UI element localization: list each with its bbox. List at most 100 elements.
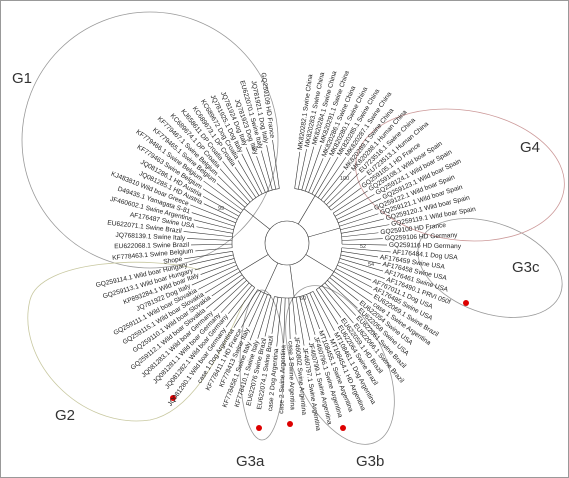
- branch: [306, 294, 320, 330]
- group-label: G4: [520, 139, 540, 156]
- branch: [328, 175, 367, 208]
- branch: [330, 187, 362, 211]
- branch: [256, 156, 270, 192]
- bootstrap-value: 60: [300, 296, 306, 302]
- branch: [243, 208, 270, 230]
- group-label: G3b: [356, 453, 384, 470]
- branch: [336, 198, 382, 220]
- branch: [292, 297, 297, 335]
- group-label: G2: [55, 407, 75, 424]
- branch: [234, 166, 257, 198]
- branch: [321, 285, 354, 324]
- case-marker: [287, 421, 293, 427]
- branch: [205, 277, 245, 309]
- branch: [304, 144, 322, 192]
- branch: [341, 232, 379, 238]
- branch: [289, 264, 295, 298]
- branch: [335, 268, 373, 288]
- bootstrap-value: 54: [368, 262, 374, 268]
- branch: [302, 295, 316, 335]
- branch: [219, 168, 251, 203]
- branch: [211, 274, 243, 297]
- branch: [241, 291, 262, 328]
- bootstrap-value: 67: [252, 146, 258, 152]
- leaf-label: case 2 Swine Argentina: [278, 345, 287, 414]
- branch: [341, 251, 378, 258]
- branch: [266, 145, 277, 190]
- bootstrap-value: 52: [360, 244, 366, 250]
- branch: [196, 226, 233, 234]
- leaf-label: case 3 Swine Argentina: [286, 341, 295, 410]
- branch: [297, 195, 316, 225]
- branch: [315, 289, 339, 325]
- branch: [191, 243, 233, 246]
- case-marker: [170, 395, 176, 401]
- branch: [329, 277, 359, 302]
- branch: [241, 153, 263, 195]
- clade-g4: [355, 108, 565, 242]
- branch: [276, 297, 282, 347]
- branch: [204, 271, 241, 294]
- branch: [189, 254, 234, 265]
- branch: [260, 150, 273, 191]
- root-circle: [264, 220, 310, 266]
- branch: [271, 297, 279, 334]
- branch: [333, 271, 373, 296]
- branch: [220, 282, 250, 313]
- clade-g3c: [417, 218, 563, 318]
- branch: [257, 295, 272, 339]
- branch: [308, 227, 340, 238]
- branch: [314, 156, 339, 196]
- branch: [297, 148, 307, 190]
- branch: [341, 238, 383, 241]
- leaf-label: Shope: [163, 256, 183, 266]
- branch: [216, 183, 246, 208]
- branch: [308, 158, 324, 193]
- branch: [340, 254, 381, 265]
- branch: [228, 285, 253, 314]
- branch: [193, 219, 234, 231]
- branch: [295, 297, 305, 346]
- branch: [338, 208, 373, 224]
- branch: [338, 261, 385, 279]
- case-marker: [463, 300, 469, 306]
- group-label: G1: [12, 70, 32, 87]
- branch: [195, 247, 233, 252]
- branches: [183, 139, 391, 347]
- leaf-label: EU622068.1 Swine Brazil: [114, 242, 189, 251]
- branch: [312, 291, 335, 332]
- branch: [294, 151, 301, 189]
- branch: [194, 258, 235, 271]
- branch: [319, 287, 342, 318]
- branch: [245, 147, 266, 193]
- branch: [309, 292, 331, 338]
- branch: [283, 297, 286, 343]
- clade-g1: [21, 11, 279, 269]
- branch: [288, 297, 291, 339]
- branch: [249, 294, 268, 341]
- branch: [202, 188, 241, 214]
- branch: [326, 173, 359, 205]
- branch: [213, 280, 247, 312]
- bootstrap-value: 99: [218, 206, 224, 212]
- branch: [191, 212, 235, 227]
- branch: [323, 171, 352, 203]
- branch: [305, 254, 335, 272]
- branch: [233, 289, 259, 328]
- branch: [183, 231, 233, 238]
- branch: [320, 170, 345, 200]
- branch: [190, 204, 236, 224]
- branch: [222, 161, 254, 200]
- branch: [340, 218, 385, 231]
- branch: [200, 261, 236, 275]
- case-marker: [340, 425, 346, 431]
- branch: [191, 264, 237, 286]
- branch: [317, 157, 347, 198]
- clade-g2: [27, 261, 246, 422]
- branch: [341, 247, 391, 253]
- branch: [299, 296, 311, 341]
- branch: [264, 296, 275, 337]
- branch: [239, 254, 269, 272]
- branch: [334, 194, 375, 217]
